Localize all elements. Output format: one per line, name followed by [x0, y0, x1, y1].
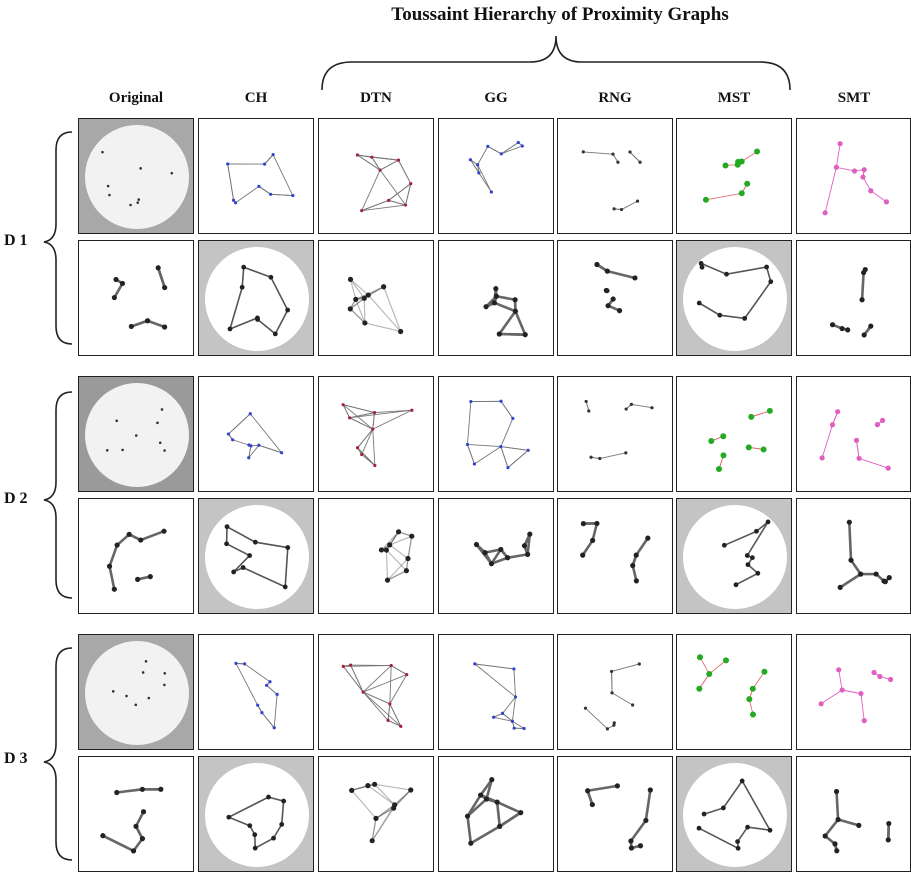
cell-dtn-r1: [318, 118, 434, 234]
col-label-mst: MST: [676, 90, 792, 107]
cell-original-r3: [78, 376, 194, 492]
cell-dtn-r6: [318, 756, 434, 872]
cell-gg-r6: [438, 756, 554, 872]
cell-gg-r5: [438, 634, 554, 750]
col-label-smt: SMT: [796, 90, 911, 107]
cell-ch-r5: [198, 634, 314, 750]
row-label-d3: D 3: [4, 750, 28, 768]
cell-smt-r1: [796, 118, 911, 234]
cell-mst-r3: [676, 376, 792, 492]
cell-dtn-r2: [318, 240, 434, 356]
cell-rng-r2: [557, 240, 673, 356]
cell-rng-r5: [557, 634, 673, 750]
cell-gg-r4: [438, 498, 554, 614]
cell-smt-r2: [796, 240, 911, 356]
cell-rng-r4: [557, 498, 673, 614]
col-label-dtn: DTN: [318, 90, 434, 107]
col-label-gg: GG: [438, 90, 554, 107]
row-label-d2: D 2: [4, 490, 28, 508]
cell-original-r5: [78, 634, 194, 750]
cell-original-r2: [78, 240, 194, 356]
cell-rng-r6: [557, 756, 673, 872]
cell-ch-r1: [198, 118, 314, 234]
cell-ch-r6: [198, 756, 314, 872]
cell-ch-r2: [198, 240, 314, 356]
cell-smt-r3: [796, 376, 911, 492]
cell-smt-r4: [796, 498, 911, 614]
cell-gg-r2: [438, 240, 554, 356]
cell-dtn-r4: [318, 498, 434, 614]
col-label-rng: RNG: [557, 90, 673, 107]
top-brace-icon: [322, 36, 790, 90]
cell-mst-r1: [676, 118, 792, 234]
d3-brace-icon: [44, 648, 72, 860]
col-label-original: Original: [78, 90, 194, 107]
cell-original-r4: [78, 498, 194, 614]
d1-brace-icon: [44, 132, 72, 344]
cell-dtn-r3: [318, 376, 434, 492]
col-label-ch: CH: [198, 90, 314, 107]
d2-brace-icon: [44, 392, 72, 598]
cell-smt-r5: [796, 634, 911, 750]
row-label-d1: D 1: [4, 232, 28, 250]
cell-rng-r3: [557, 376, 673, 492]
cell-gg-r3: [438, 376, 554, 492]
cell-original-r6: [78, 756, 194, 872]
cell-mst-r6: [676, 756, 792, 872]
cell-smt-r6: [796, 756, 911, 872]
cell-mst-r2: [676, 240, 792, 356]
cell-original-r1: [78, 118, 194, 234]
cell-gg-r1: [438, 118, 554, 234]
cell-ch-r3: [198, 376, 314, 492]
cell-mst-r5: [676, 634, 792, 750]
cell-ch-r4: [198, 498, 314, 614]
cell-rng-r1: [557, 118, 673, 234]
cell-dtn-r5: [318, 634, 434, 750]
cell-mst-r4: [676, 498, 792, 614]
